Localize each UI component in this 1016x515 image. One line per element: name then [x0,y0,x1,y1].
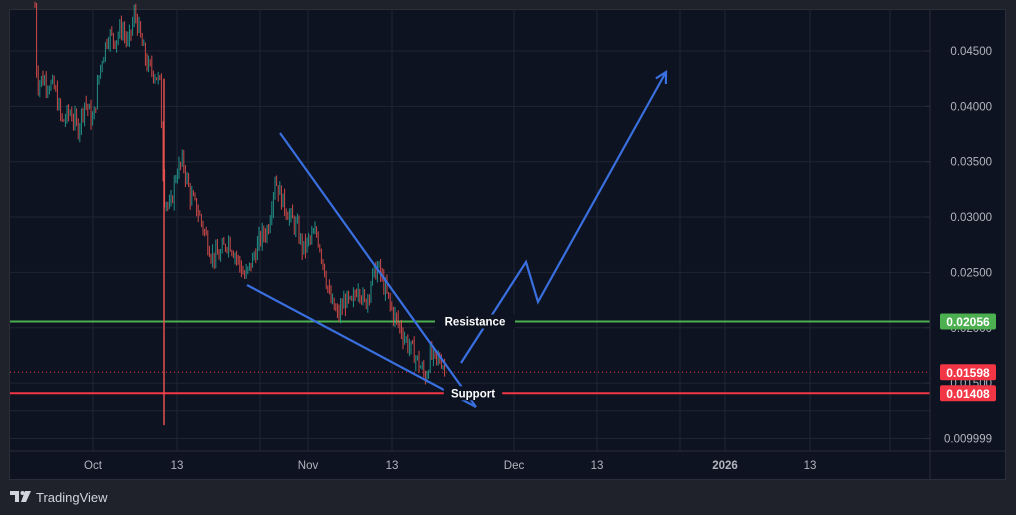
level-label-support: Support [451,388,495,400]
time-axis: Oct 13 Nov 13 Dec 13 2026 13 [84,460,816,472]
chart-grid [10,10,930,451]
time-tick-label: Dec [504,460,525,472]
wedge-lower[interactable] [246,284,477,408]
horizontal-levels [10,320,930,395]
level-label-bg [435,314,515,329]
price-tick-label: 0.03500 [950,157,992,169]
price-tick-label: 0.04000 [950,101,992,113]
arrow-head-icon [655,69,668,85]
time-tick-label: 2026 [712,460,738,472]
price-tick-label: 0.02500 [950,267,992,279]
level-label-bg [443,386,503,401]
time-tick-label: 13 [171,460,184,472]
time-tick-label: Nov [298,460,319,472]
last-price-tag-label: 0.01598 [946,366,990,380]
support-price-tag [940,385,996,402]
level-labels: Resistance Support [435,314,515,401]
resistance-price-tag [940,313,996,330]
support-price-tag-label: 0.01408 [946,387,990,401]
breakout-projection[interactable] [460,71,667,364]
pattern-drawings [246,69,668,408]
time-tick-label: 13 [804,460,817,472]
time-tick-label: 13 [386,460,399,472]
footer: TradingView [10,487,108,507]
price-tick-label: 0.04500 [950,46,992,58]
candlestick-series [34,1,446,426]
tradingview-brand: TradingView [36,489,108,505]
last-price-tag [940,364,996,381]
price-tick-label: 0.009999 [944,433,992,445]
price-axis: 0.04500 0.04000 0.03500 0.03000 0.02500 0.020… [925,46,996,445]
time-tick-label: 13 [591,460,604,472]
chart-panel[interactable] [9,9,1006,480]
time-tick-label: Oct [84,460,103,472]
wedge-upper[interactable] [279,132,477,408]
resistance-price-tag-label: 0.02056 [946,315,990,329]
level-label-resistance: Resistance [445,317,506,329]
tradingview-logo-icon [10,491,31,502]
price-tick-label: 0.03000 [950,212,992,224]
